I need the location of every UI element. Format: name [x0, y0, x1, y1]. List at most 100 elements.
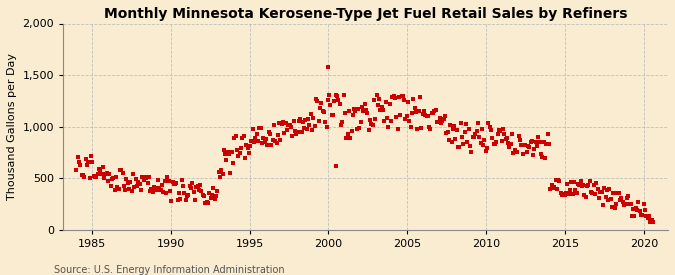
Point	[96, 172, 107, 177]
Point	[618, 203, 629, 207]
Point	[485, 125, 495, 129]
Point	[108, 175, 119, 180]
Point	[634, 209, 645, 213]
Point	[524, 145, 535, 149]
Point	[636, 213, 647, 218]
Point	[489, 142, 500, 147]
Point	[92, 172, 103, 176]
Point	[550, 178, 561, 182]
Point	[256, 141, 267, 145]
Point	[324, 93, 335, 97]
Point	[245, 144, 256, 148]
Point	[450, 137, 461, 142]
Point	[646, 217, 657, 222]
Point	[331, 94, 342, 98]
Point	[315, 106, 325, 110]
Point	[547, 186, 558, 190]
Point	[109, 187, 120, 192]
Point	[138, 178, 149, 182]
Point	[166, 199, 177, 204]
Point	[146, 187, 157, 192]
Point	[448, 126, 458, 131]
Point	[263, 130, 274, 134]
Point	[604, 186, 615, 191]
Point	[132, 183, 142, 188]
Point	[366, 122, 377, 126]
Point	[612, 190, 623, 195]
Point	[140, 175, 151, 179]
Point	[327, 113, 338, 117]
Point	[288, 119, 299, 123]
Point	[626, 214, 637, 218]
Point	[230, 133, 241, 138]
Point	[130, 177, 141, 181]
Point	[179, 191, 190, 196]
Point	[576, 184, 587, 188]
Point	[76, 172, 87, 177]
Point	[568, 180, 579, 184]
Point	[643, 214, 654, 218]
Point	[507, 132, 518, 136]
Point	[246, 139, 257, 144]
Point	[600, 194, 611, 199]
Point	[466, 150, 477, 154]
Point	[587, 191, 598, 195]
Point	[276, 122, 287, 126]
Point	[309, 124, 320, 128]
Point	[629, 214, 640, 219]
Point	[209, 197, 220, 201]
Point	[255, 126, 266, 131]
Point	[408, 97, 418, 101]
Point	[642, 216, 653, 220]
Point	[155, 188, 166, 192]
Point	[296, 130, 307, 135]
Point	[585, 179, 595, 184]
Point	[417, 112, 428, 116]
Point	[481, 149, 491, 153]
Point	[319, 110, 329, 114]
Point	[625, 201, 636, 206]
Point	[467, 135, 478, 139]
Point	[549, 185, 560, 189]
Point	[418, 109, 429, 113]
Point	[591, 180, 601, 185]
Point	[492, 132, 503, 136]
Point	[532, 144, 543, 148]
Point	[424, 125, 435, 129]
Point	[371, 93, 382, 98]
Point	[622, 194, 633, 199]
Point	[281, 128, 292, 133]
Point	[240, 156, 250, 161]
Point	[362, 111, 373, 116]
Point	[216, 168, 227, 172]
Point	[157, 183, 167, 187]
Point	[630, 206, 641, 210]
Point	[335, 122, 346, 127]
Point	[566, 180, 576, 184]
Point	[574, 183, 585, 187]
Point	[294, 119, 304, 123]
Point	[539, 156, 550, 160]
Point	[412, 127, 423, 131]
Point	[141, 176, 152, 180]
Point	[286, 125, 296, 129]
Point	[172, 197, 183, 202]
Point	[202, 201, 213, 205]
Point	[273, 133, 284, 137]
Point	[83, 160, 94, 164]
Point	[236, 145, 246, 150]
Point	[543, 142, 554, 146]
Point	[291, 132, 302, 136]
Text: Source: U.S. Energy Information Administration: Source: U.S. Energy Information Administ…	[54, 265, 285, 275]
Point	[169, 182, 180, 186]
Point	[313, 119, 324, 123]
Point	[601, 188, 612, 192]
Point	[624, 201, 634, 206]
Point	[641, 214, 652, 218]
Point	[616, 196, 626, 201]
Point	[191, 185, 202, 189]
Point	[369, 98, 379, 102]
Point	[575, 179, 586, 183]
Point	[251, 132, 262, 136]
Point	[632, 207, 643, 212]
